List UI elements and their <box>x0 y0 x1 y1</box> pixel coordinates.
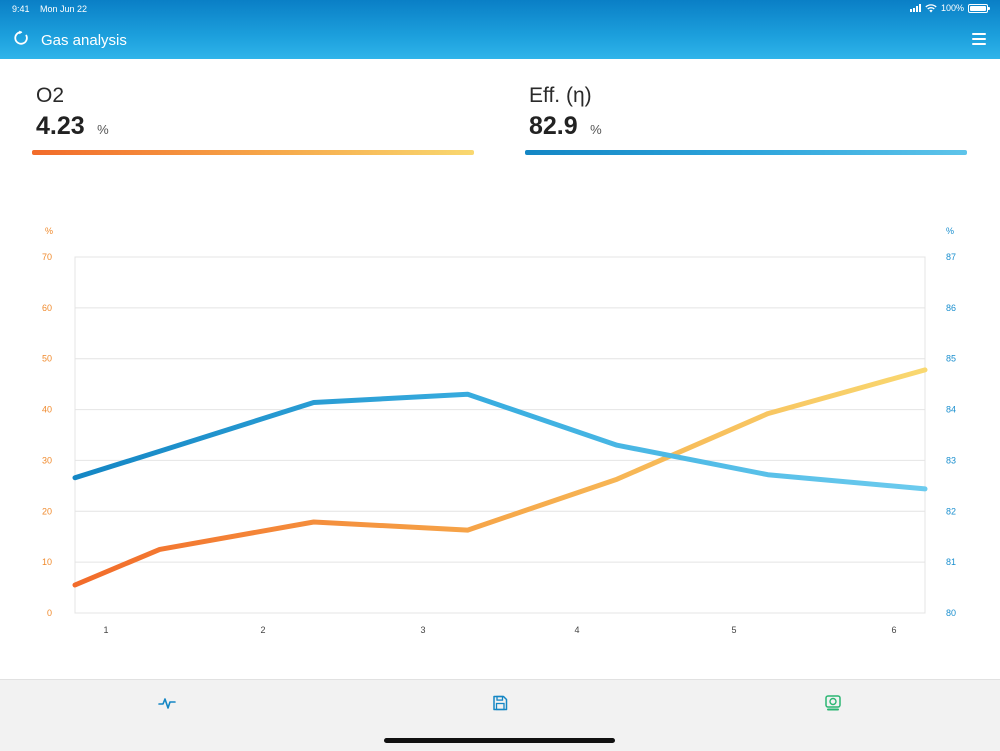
left-axis-tick-label: 40 <box>42 405 52 415</box>
battery-percentage: 100% <box>941 3 964 13</box>
right-axis-tick-label: 81 <box>946 557 956 567</box>
x-axis-tick-label: 2 <box>260 625 265 635</box>
app-header: 9:41 Mon Jun 22 100% Gas analysis <box>0 0 1000 59</box>
o2-label: O2 <box>32 84 474 108</box>
left-axis-tick-label: 20 <box>42 506 52 516</box>
left-axis-tick-label: 60 <box>42 303 52 313</box>
left-axis-tick-label: 70 <box>42 252 52 262</box>
efficiency-unit: % <box>590 122 602 137</box>
page-title: Gas analysis <box>41 32 127 49</box>
status-time: 9:41 <box>12 4 30 14</box>
hamburger-menu-icon[interactable] <box>972 33 986 45</box>
right-axis-tick-label: 80 <box>946 608 956 618</box>
left-axis-tick-label: 10 <box>42 557 52 567</box>
bottom-tab-bar <box>0 679 1000 751</box>
x-axis-tick-label: 5 <box>731 625 736 635</box>
x-axis-tick-label: 4 <box>574 625 579 635</box>
x-axis-tick-label: 3 <box>420 625 425 635</box>
save-icon[interactable] <box>491 694 509 712</box>
x-axis-tick-label: 1 <box>103 625 108 635</box>
o2-reading: O2 4.23 % <box>32 84 474 141</box>
right-axis-tick-label: 87 <box>946 252 956 262</box>
efficiency-reading: Eff. (η) 82.9 % <box>525 84 967 141</box>
right-axis-unit-label: % <box>946 226 954 236</box>
o2-value: 4.23 <box>36 112 85 140</box>
home-indicator <box>384 738 615 743</box>
right-axis-tick-label: 86 <box>946 303 956 313</box>
left-axis-tick-label: 30 <box>42 455 52 465</box>
efficiency-series-line <box>75 394 925 489</box>
pulse-icon[interactable] <box>158 694 176 712</box>
left-axis-tick-label: 50 <box>42 354 52 364</box>
efficiency-color-bar <box>525 150 967 155</box>
right-axis-tick-label: 85 <box>946 354 956 364</box>
status-date: Mon Jun 22 <box>40 4 87 14</box>
cellular-signal-icon <box>910 4 921 12</box>
analyzer-device-icon[interactable] <box>824 694 842 712</box>
status-bar: 9:41 Mon Jun 22 100% <box>0 0 1000 18</box>
status-indicators: 100% <box>910 3 988 13</box>
trend-chart-svg: 0 10 20 30 40 50 60 70 80 81 82 83 84 85 86 87%% 1 2 3 4 5 6 <box>0 215 1000 645</box>
o2-color-bar <box>32 150 474 155</box>
efficiency-value: 82.9 <box>529 112 578 140</box>
left-axis-unit-label: % <box>45 226 53 236</box>
x-axis-tick-label: 6 <box>891 625 896 635</box>
wifi-icon <box>925 4 937 13</box>
o2-unit: % <box>97 122 109 137</box>
plot-frame <box>75 257 925 613</box>
navigation-bar: Gas analysis <box>0 24 1000 56</box>
refresh-icon[interactable] <box>13 30 29 46</box>
left-axis-tick-label: 0 <box>47 608 52 618</box>
efficiency-label: Eff. (η) <box>525 84 967 108</box>
battery-icon <box>968 4 988 13</box>
right-axis-tick-label: 82 <box>946 506 956 516</box>
trend-chart: 0 10 20 30 40 50 60 70 80 81 82 83 84 85 86 87%% 1 2 3 4 5 6 <box>0 215 1000 645</box>
right-axis-tick-label: 84 <box>946 405 956 415</box>
right-axis-tick-label: 83 <box>946 455 956 465</box>
